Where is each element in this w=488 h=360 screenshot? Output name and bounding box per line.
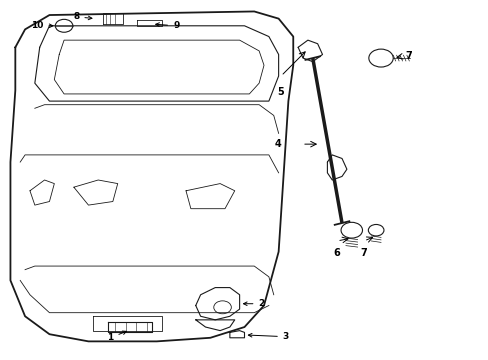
Text: 8: 8: [73, 12, 92, 21]
Text: 1: 1: [107, 331, 126, 342]
Text: 6: 6: [333, 248, 340, 258]
Text: 7: 7: [360, 248, 366, 258]
Text: 3: 3: [248, 332, 288, 341]
Text: 5: 5: [277, 87, 284, 97]
Text: 7: 7: [405, 51, 411, 61]
Text: 2: 2: [243, 299, 264, 308]
Text: 10: 10: [31, 21, 53, 30]
Text: 4: 4: [274, 139, 281, 149]
Text: 9: 9: [155, 21, 179, 30]
